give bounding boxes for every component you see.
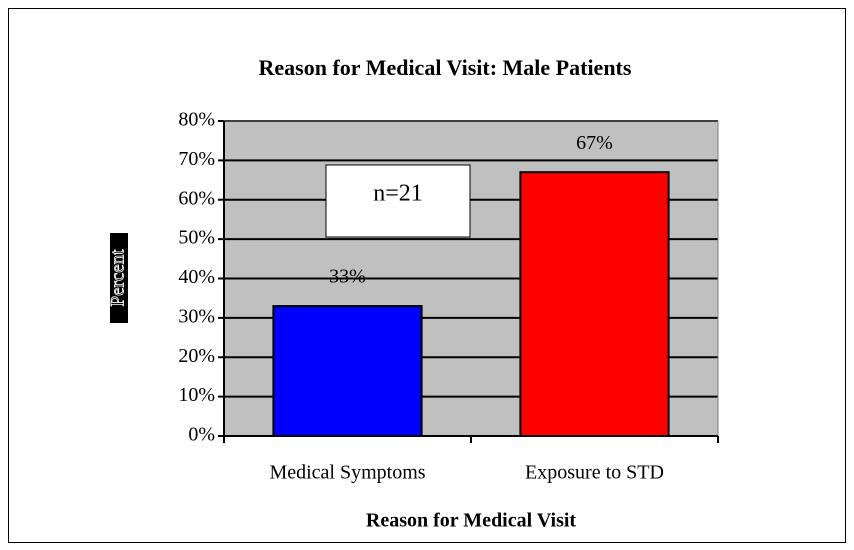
x-tick-label: Exposure to STD <box>525 462 664 484</box>
y-tick-label: 60% <box>178 187 215 209</box>
y-axis-label-bg <box>110 233 128 323</box>
bar <box>272 305 423 437</box>
data-label: 33% <box>329 266 366 288</box>
y-tick-label: 0% <box>188 424 215 446</box>
chart-title: Reason for Medical Visit: Male Patients <box>259 55 632 80</box>
y-tick-label: 70% <box>178 148 215 170</box>
annotation: n=21 <box>373 181 423 207</box>
y-tick-label: 10% <box>178 384 215 406</box>
y-tick-label: 30% <box>178 305 215 327</box>
y-axis-label: Percent <box>107 249 128 307</box>
y-tick-label: 20% <box>178 345 215 367</box>
bar <box>519 171 670 437</box>
x-tick-label: Medical Symptoms <box>269 462 425 484</box>
y-tick-label: 50% <box>178 227 215 249</box>
data-label: 67% <box>576 132 613 154</box>
x-axis-label: Reason for Medical Visit <box>366 510 577 532</box>
y-tick-label: 40% <box>178 266 215 288</box>
y-tick-label: 80% <box>178 109 215 131</box>
annotation-box <box>325 164 471 238</box>
